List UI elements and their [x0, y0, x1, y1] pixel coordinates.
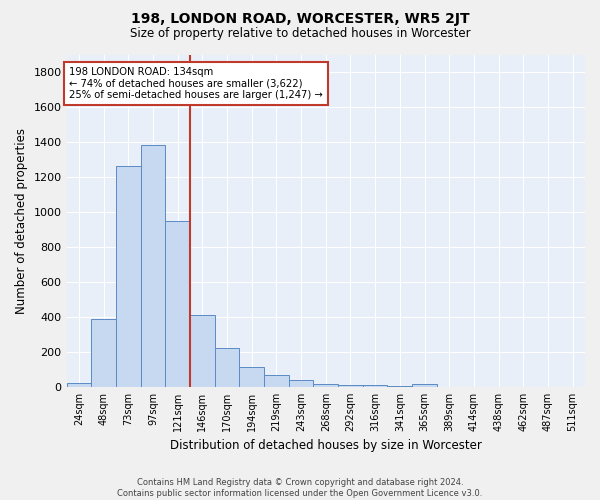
Bar: [239, 367, 264, 387]
Text: 198 LONDON ROAD: 134sqm
← 74% of detached houses are smaller (3,622)
25% of semi: 198 LONDON ROAD: 134sqm ← 74% of detache…: [69, 66, 323, 100]
Bar: [313, 384, 338, 387]
Bar: [116, 166, 140, 387]
Bar: [140, 145, 165, 387]
Bar: [412, 384, 437, 387]
Bar: [388, 386, 412, 387]
Text: Size of property relative to detached houses in Worcester: Size of property relative to detached ho…: [130, 28, 470, 40]
Bar: [165, 221, 190, 387]
Y-axis label: Number of detached properties: Number of detached properties: [15, 128, 28, 314]
Text: 198, LONDON ROAD, WORCESTER, WR5 2JT: 198, LONDON ROAD, WORCESTER, WR5 2JT: [131, 12, 469, 26]
Text: Contains HM Land Registry data © Crown copyright and database right 2024.
Contai: Contains HM Land Registry data © Crown c…: [118, 478, 482, 498]
Bar: [363, 385, 388, 387]
Bar: [215, 348, 239, 387]
Bar: [91, 319, 116, 387]
Bar: [289, 380, 313, 387]
X-axis label: Distribution of detached houses by size in Worcester: Distribution of detached houses by size …: [170, 440, 482, 452]
Bar: [338, 385, 363, 387]
Bar: [264, 375, 289, 387]
Bar: [67, 382, 91, 387]
Bar: [190, 316, 215, 387]
